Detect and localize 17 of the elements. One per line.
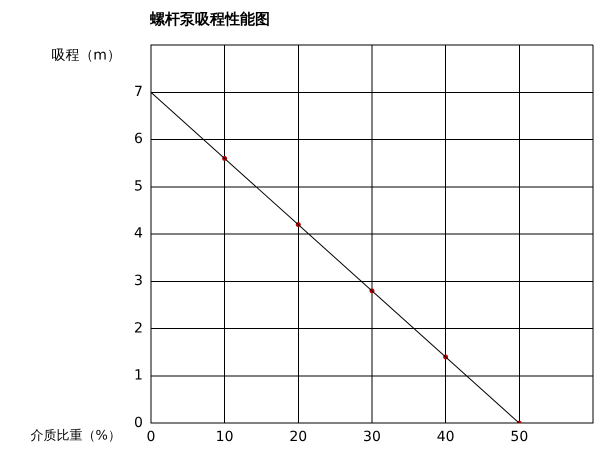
y-tick-label: 4 (134, 226, 143, 242)
y-tick-label: 5 (134, 178, 143, 194)
x-tick-label: 0 (146, 429, 156, 446)
y-tick-label: 3 (134, 273, 143, 290)
x-tick-label: 30 (363, 429, 381, 446)
x-axis-title: 介质比重（%） (30, 428, 121, 444)
x-tick-label: 20 (289, 429, 308, 446)
x-tick-label: 40 (436, 429, 455, 446)
x-tick-label: 10 (216, 429, 234, 446)
x-tick-label: 50 (510, 429, 528, 446)
y-tick-label: 0 (134, 414, 143, 431)
y-tick-label: 6 (134, 131, 143, 148)
y-tick-label: 7 (134, 84, 143, 100)
y-tick-label: 2 (134, 320, 143, 336)
y-axis-title: 吸程（m） (51, 48, 121, 64)
chart-title: 螺杆泵吸程性能图 (149, 10, 270, 28)
y-tick-label: 1 (134, 368, 143, 384)
